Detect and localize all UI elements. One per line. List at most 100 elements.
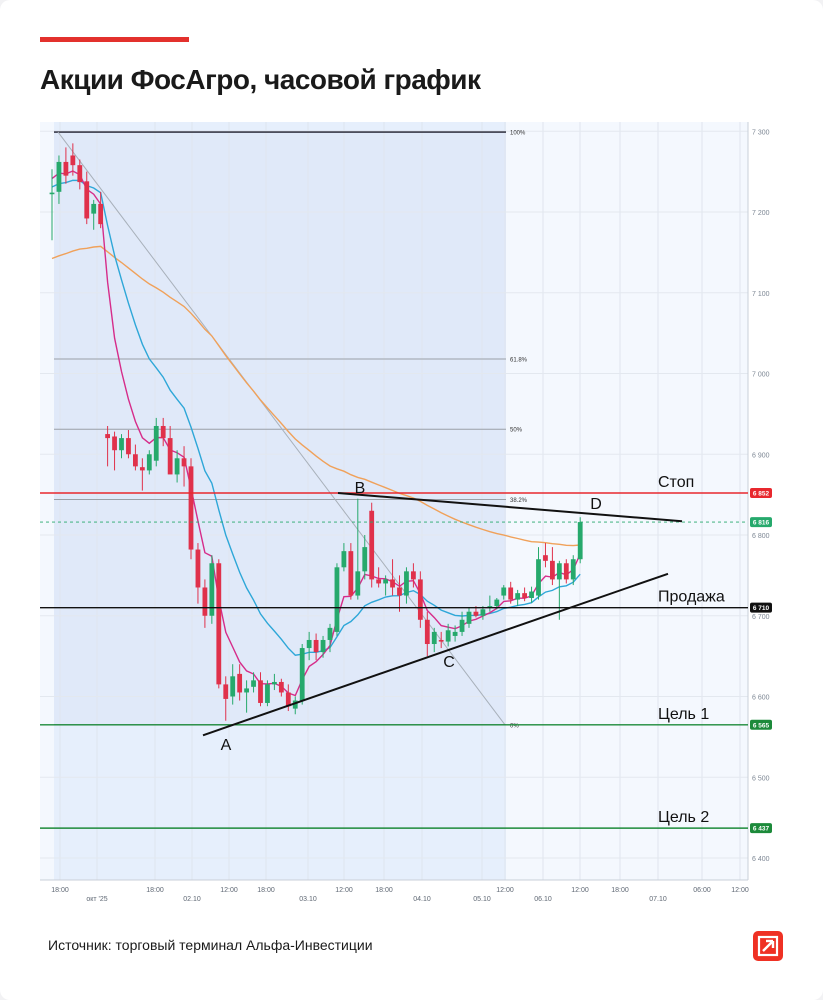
level-label: Стоп xyxy=(658,474,694,491)
candle-body xyxy=(181,458,187,467)
alfa-logo-icon xyxy=(753,931,783,961)
x-tick-label: 07.10 xyxy=(649,896,667,903)
candle-body xyxy=(313,639,319,653)
x-tick-label: 06.10 xyxy=(534,896,552,903)
candle-body xyxy=(195,549,201,588)
candle-body xyxy=(63,161,69,176)
candle-body xyxy=(105,434,110,439)
candle-body xyxy=(577,522,583,560)
source-note: Источник: торговый терминал Альфа-Инвест… xyxy=(48,937,373,953)
candle-body xyxy=(167,438,173,475)
x-tick-label: 05.10 xyxy=(473,896,491,903)
candle-body xyxy=(508,587,514,600)
candle-body xyxy=(445,630,451,642)
x-tick-label: 18:00 xyxy=(257,887,275,894)
level-label: Цель 2 xyxy=(658,809,709,826)
candle-body xyxy=(570,559,576,580)
candle-body xyxy=(543,555,548,561)
candle-body xyxy=(362,547,368,572)
candle-body xyxy=(376,579,382,584)
x-tick-label: 12:00 xyxy=(571,887,589,894)
page-title: Акции ФосАгро, часовой график xyxy=(40,64,481,95)
candle-body xyxy=(459,619,465,632)
candle-body xyxy=(70,155,76,166)
candle-body xyxy=(369,510,375,580)
candle-body xyxy=(49,192,55,195)
candle-body xyxy=(466,611,472,624)
support-trendline xyxy=(202,572,669,737)
pattern-point-label: D xyxy=(590,496,602,513)
candle-body xyxy=(341,551,347,568)
price-tag xyxy=(750,488,772,499)
price-tag xyxy=(750,517,772,528)
x-tick-label: 04.10 xyxy=(413,896,431,903)
candle-body xyxy=(56,161,62,192)
candle-body xyxy=(383,579,388,584)
y-tick-label: 6 400 xyxy=(752,856,770,863)
y-tick-label: 7 300 xyxy=(752,129,770,136)
ema-fast-line xyxy=(51,170,581,697)
x-tick-label: 06:00 xyxy=(693,887,711,894)
resistance-trendline xyxy=(337,492,683,523)
candle-body xyxy=(230,676,236,697)
x-tick-label: 18:00 xyxy=(611,887,629,894)
x-tick-label: 12:00 xyxy=(731,887,749,894)
x-tick-label: 18:00 xyxy=(51,887,69,894)
price-tag xyxy=(750,823,772,834)
candle-body xyxy=(334,567,340,632)
candle-body xyxy=(174,458,180,475)
level-label: Продажа xyxy=(658,589,725,606)
candle-body xyxy=(404,571,409,596)
candle-body xyxy=(397,587,402,596)
candle-body xyxy=(424,619,430,645)
price-tag xyxy=(750,719,772,730)
candle-body xyxy=(98,203,104,225)
candle-body xyxy=(501,587,507,596)
x-tick-label: 12:00 xyxy=(335,887,353,894)
candle-body xyxy=(473,611,479,616)
x-tick-label: 18:00 xyxy=(375,887,393,894)
candle-body xyxy=(536,559,541,596)
candle-body xyxy=(209,563,215,616)
candle-body xyxy=(223,684,229,699)
candle-body xyxy=(160,425,166,439)
fib-level-label: 100% xyxy=(510,131,526,137)
candle-body xyxy=(146,454,152,471)
candle-body xyxy=(327,627,333,640)
y-tick-label: 6 700 xyxy=(752,614,770,621)
candle-body xyxy=(556,563,562,580)
y-tick-label: 6 600 xyxy=(752,695,770,702)
pattern-point-label: B xyxy=(355,480,366,497)
y-tick-label: 6 800 xyxy=(752,533,770,540)
pattern-point-label: A xyxy=(221,737,232,754)
candle-body xyxy=(272,681,277,685)
candle-body xyxy=(153,425,159,461)
price-tag-label: 6 816 xyxy=(753,520,770,527)
ema-slow-line xyxy=(51,245,581,547)
candle-body xyxy=(237,673,243,693)
candle-body xyxy=(112,436,117,451)
candle-body xyxy=(299,648,305,701)
price-tag-label: 6 852 xyxy=(753,491,770,498)
candle-body xyxy=(251,680,256,687)
candle-body xyxy=(258,680,263,703)
candle-body xyxy=(487,606,493,608)
candle-body xyxy=(522,593,527,598)
candle-body xyxy=(431,631,437,645)
fib-diagonal xyxy=(57,131,506,726)
y-tick-label: 7 200 xyxy=(752,210,770,217)
level-label: Цель 1 xyxy=(658,706,709,723)
candle-body xyxy=(139,467,145,471)
y-tick-label: 6 500 xyxy=(752,775,770,782)
fib-level-label: 0% xyxy=(510,723,519,729)
candle-body xyxy=(285,692,291,707)
fib-level-label: 50% xyxy=(510,428,523,434)
candle-body xyxy=(133,454,138,467)
pattern-point-label: C xyxy=(443,654,455,671)
price-tag xyxy=(750,602,772,613)
price-tag-label: 6 565 xyxy=(753,722,770,729)
x-tick-label: 02.10 xyxy=(183,896,201,903)
fib-level-label: 38.2% xyxy=(510,498,528,504)
candle-body xyxy=(278,681,284,693)
